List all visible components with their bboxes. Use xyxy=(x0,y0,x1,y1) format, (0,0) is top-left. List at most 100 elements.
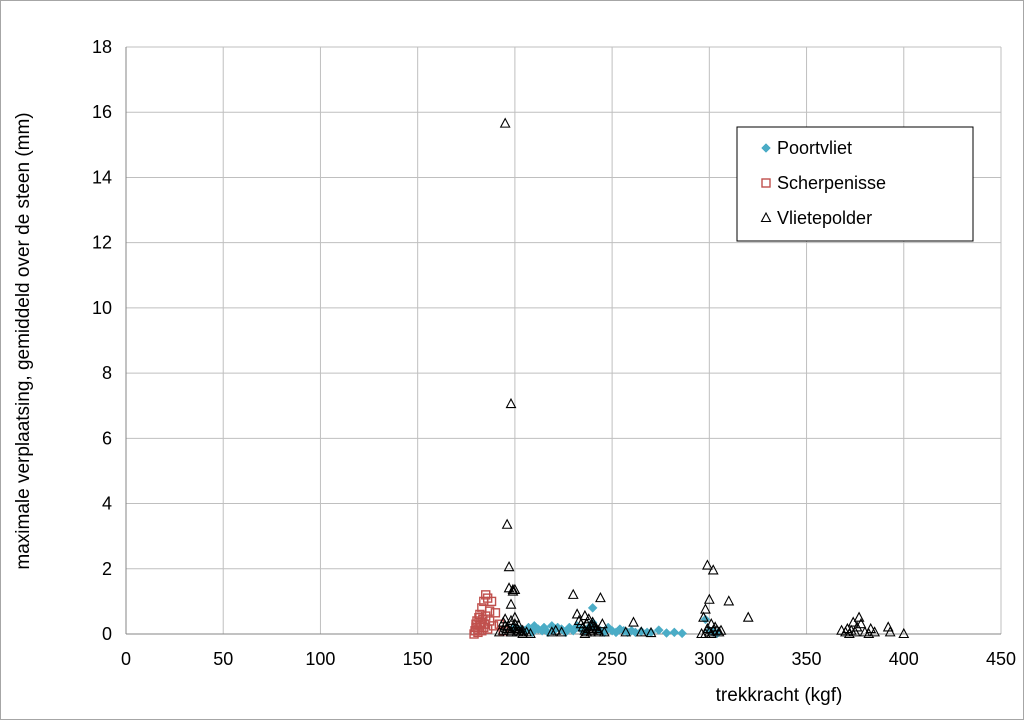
data-point-scherpenisse xyxy=(490,608,501,618)
x-axis-title: trekkracht (kgf) xyxy=(716,685,843,706)
data-point-vlietepolder xyxy=(513,619,525,630)
data-point-vlietepolder xyxy=(505,626,517,637)
series-vlietepolder xyxy=(493,117,910,639)
legend-label-vlietepolder: Vlietepolder xyxy=(777,208,872,228)
series-poortvliet xyxy=(510,603,722,639)
data-point-vlietepolder xyxy=(847,616,859,627)
data-point-vlietepolder xyxy=(571,608,583,619)
y-tick-label: 10 xyxy=(92,298,112,318)
data-point-scherpenisse xyxy=(477,626,487,636)
x-tick-label: 300 xyxy=(694,649,724,669)
data-point-vlietepolder xyxy=(707,564,719,575)
data-point-vlietepolder xyxy=(499,613,511,624)
x-axis-tick-labels: 0 50 100 150 200 250 300 350 400 450 xyxy=(121,649,1016,669)
data-point-vlietepolder xyxy=(550,624,562,635)
y-tick-label: 6 xyxy=(102,428,112,448)
data-point-vlietepolder xyxy=(593,626,604,637)
y-tick-label: 18 xyxy=(92,37,112,57)
legend-marker-poortvliet xyxy=(761,143,771,153)
data-point-poortvliet xyxy=(669,627,680,638)
data-point-vlietepolder xyxy=(701,559,713,570)
x-tick-label: 50 xyxy=(213,649,233,669)
data-point-poortvliet xyxy=(677,628,687,639)
x-tick-label: 250 xyxy=(597,649,627,669)
y-tick-label: 0 xyxy=(102,624,112,644)
data-point-vlietepolder xyxy=(589,621,601,632)
data-point-vlietepolder xyxy=(853,611,865,622)
data-point-vlietepolder xyxy=(700,627,711,639)
data-series xyxy=(469,117,910,639)
data-point-vlietepolder xyxy=(583,613,595,624)
y-tick-label: 4 xyxy=(102,494,112,514)
legend-marker-scherpenisse xyxy=(761,178,771,188)
data-point-vlietepolder xyxy=(855,618,867,629)
x-tick-label: 450 xyxy=(986,649,1016,669)
data-point-vlietepolder xyxy=(497,624,509,635)
chart-legend: Poortvliet Scherpenisse Vlietepolder xyxy=(736,126,974,242)
data-point-vlietepolder xyxy=(645,626,657,638)
data-point-vlietepolder xyxy=(567,588,579,599)
data-point-vlietepolder xyxy=(503,560,515,572)
data-point-vlietepolder xyxy=(525,627,536,639)
data-point-vlietepolder xyxy=(511,626,523,637)
data-point-vlietepolder xyxy=(620,626,632,637)
data-point-vlietepolder xyxy=(705,618,717,629)
data-point-scherpenisse xyxy=(488,621,499,631)
y-tick-label: 2 xyxy=(102,559,112,579)
data-point-scherpenisse xyxy=(484,606,495,616)
data-point-vlietepolder xyxy=(598,626,610,637)
data-point-poortvliet xyxy=(587,603,598,613)
y-tick-label: 16 xyxy=(92,102,112,122)
data-point-vlietepolder xyxy=(703,626,715,637)
data-point-vlietepolder xyxy=(593,624,604,635)
data-point-vlietepolder xyxy=(501,518,513,529)
data-point-vlietepolder xyxy=(499,117,511,128)
data-point-poortvliet xyxy=(653,625,664,635)
x-tick-label: 350 xyxy=(792,649,822,669)
legend-items: Poortvliet Scherpenisse Vlietepolder xyxy=(760,138,886,228)
data-point-vlietepolder xyxy=(579,624,591,635)
y-tick-label: 14 xyxy=(92,167,112,187)
data-point-vlietepolder xyxy=(517,627,529,639)
data-point-vlietepolder xyxy=(898,627,910,639)
data-point-vlietepolder xyxy=(587,619,599,630)
y-axis-title: maximale verplaatsing, gemiddeld over de… xyxy=(13,112,34,569)
data-point-vlietepolder xyxy=(546,626,558,637)
data-point-vlietepolder xyxy=(505,397,517,409)
data-point-vlietepolder xyxy=(707,624,719,635)
data-point-vlietepolder xyxy=(556,626,567,637)
data-point-vlietepolder xyxy=(869,626,881,637)
data-point-scherpenisse xyxy=(486,596,497,607)
data-point-vlietepolder xyxy=(851,621,863,632)
data-point-vlietepolder xyxy=(865,622,877,634)
data-point-poortvliet xyxy=(661,628,672,638)
y-tick-label: 8 xyxy=(102,363,112,383)
data-point-vlietepolder xyxy=(595,591,606,603)
legend-box xyxy=(736,126,974,242)
data-point-vlietepolder xyxy=(715,624,727,635)
data-point-vlietepolder xyxy=(505,614,517,626)
data-point-vlietepolder xyxy=(507,585,519,596)
data-point-vlietepolder xyxy=(505,598,517,609)
data-point-vlietepolder xyxy=(700,603,711,614)
x-tick-label: 400 xyxy=(889,649,919,669)
y-axis-tick-labels: 0 2 4 6 8 10 12 14 16 18 xyxy=(92,37,112,644)
data-point-vlietepolder xyxy=(884,626,896,637)
data-point-vlietepolder xyxy=(493,626,505,637)
data-point-vlietepolder xyxy=(698,611,709,622)
x-tick-label: 0 xyxy=(121,649,131,669)
data-point-scherpenisse xyxy=(470,626,480,636)
data-point-vlietepolder xyxy=(501,621,513,632)
data-point-vlietepolder xyxy=(849,626,861,637)
data-point-vlietepolder xyxy=(723,595,735,606)
data-point-vlietepolder xyxy=(579,609,591,621)
legend-label-scherpenisse: Scherpenisse xyxy=(777,173,886,193)
y-tick-label: 12 xyxy=(92,233,112,253)
x-tick-label: 150 xyxy=(403,649,433,669)
x-tick-label: 100 xyxy=(305,649,335,669)
data-point-vlietepolder xyxy=(628,616,639,627)
legend-marker-vlietepolder xyxy=(760,211,772,223)
data-point-vlietepolder xyxy=(596,618,608,629)
data-point-vlietepolder xyxy=(509,611,521,622)
